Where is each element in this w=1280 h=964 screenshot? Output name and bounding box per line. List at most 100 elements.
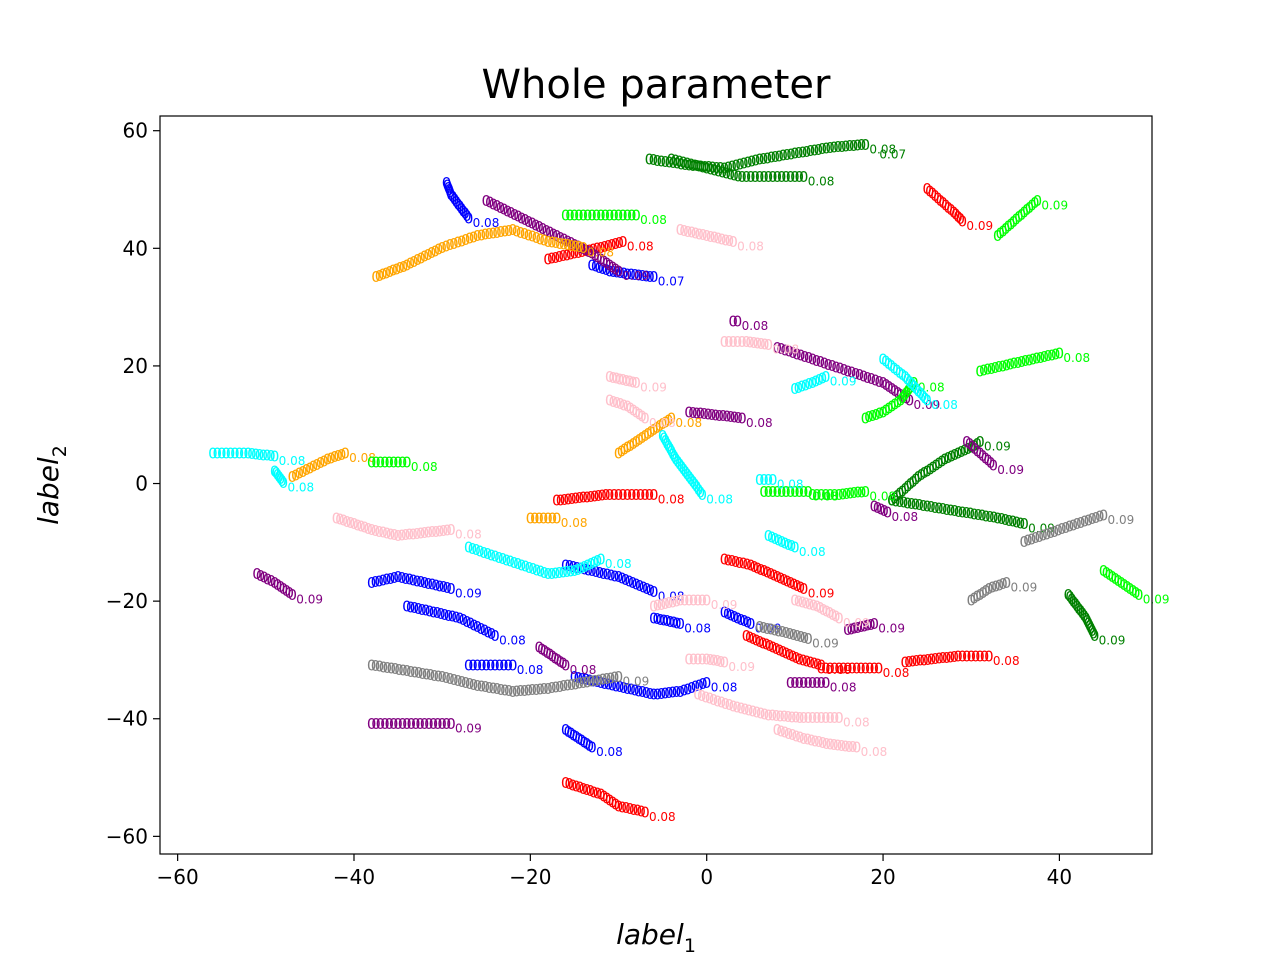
data-point: 0 [445,670,455,688]
data-point: 0 [881,353,891,371]
data-point: 0 [748,702,758,720]
data-point: 0 [570,245,580,263]
data-point: 0 [833,138,843,156]
data-point: 0 [1087,510,1097,528]
data-point: 0 [953,208,963,226]
data-point: 0 [259,446,269,464]
data-point: 0 [750,168,760,186]
data-point: 0 [559,677,569,695]
data-point: 0 [931,650,941,668]
data-point: 0 [270,574,280,592]
x-tick-label: −60 [157,865,199,889]
data-point: 0 [279,580,289,598]
data-point: 0 [911,471,921,489]
data-point: 0 [566,234,576,252]
data-point: 0 [1072,598,1082,616]
data-point: 0 [809,654,819,672]
data-point: 0 [905,392,915,410]
data-point: 0 [445,236,455,254]
data-point: 0 [803,630,813,648]
data-point: 0 [698,675,708,693]
point-value-label: 0.09 [1028,522,1055,536]
data-point: 0 [1016,514,1026,532]
data-point: 0 [481,192,491,210]
data-point: 0 [752,703,762,721]
data-point: 0 [380,715,390,733]
data-point: 0 [667,409,677,427]
data-point: 0 [590,553,600,571]
data-point: 0 [445,184,455,202]
x-axis-label: label1 [616,918,696,957]
data-point: 0 [605,792,615,810]
data-point: 0 [688,473,698,491]
data-point: 0 [490,548,500,566]
data-point: 0 [512,682,522,700]
data-point: 0 [452,193,462,211]
x-tick-label: 40 [1047,865,1072,889]
data-point: 0 [742,627,752,645]
data-point: 0 [915,652,925,670]
data-point: 0 [1046,524,1056,542]
data-point: 0 [1078,605,1088,623]
data-point: 0 [656,611,666,629]
data-point: 0 [790,539,800,557]
series-3: 0000000000000000000000000000000000000000… [252,192,1024,736]
data-point: 0 [806,142,816,160]
data-point: 0 [534,218,544,236]
data-point: 0 [690,476,700,494]
data-point: 0 [963,440,973,458]
data-point: 0 [698,158,708,176]
data-point: 0 [799,580,809,598]
data-point: 0 [863,617,873,635]
data-point: 0 [1081,609,1091,627]
data-point: 0 [621,372,631,390]
data-point: 0 [636,486,646,504]
data-point: 0 [516,682,526,700]
data-point: 0 [679,461,689,479]
data-point: 0 [837,737,847,755]
data-point: 0 [781,645,791,663]
data-point: 0 [986,454,996,472]
data-point: 0 [720,550,730,568]
data-point: 0 [691,678,701,696]
data-point: 0 [751,152,761,170]
data-point: 0 [814,141,824,159]
data-point: 0 [406,598,416,616]
data-point: 0 [571,777,581,795]
x-tick-label: 20 [870,865,895,889]
data-point: 0 [680,592,690,610]
data-point: 0 [1011,211,1021,229]
data-point: 0 [792,627,802,645]
point-cluster: 0000000000000000000000000000000000000000… [645,136,907,178]
data-point: 0 [1091,509,1101,527]
data-point: 0 [1102,564,1112,582]
data-point: 0 [930,499,940,517]
data-point: 0 [608,794,618,812]
data-point: 0 [818,370,828,388]
data-point: 0 [978,447,988,465]
data-point: 0 [420,715,430,733]
data-point: 0 [673,453,683,471]
data-point: 0 [432,604,442,622]
data-point: 0 [483,623,493,641]
data-point: 0 [1053,521,1063,539]
data-point: 0 [1023,532,1033,550]
data-point: 0 [239,445,249,463]
data-point: 0 [442,715,452,733]
data-point: 0 [382,524,392,542]
data-point: 0 [690,156,700,174]
data-point: 0 [423,246,433,264]
data-point: 0 [851,365,861,383]
data-point: 0 [776,570,786,588]
data-point: 0 [488,680,498,698]
data-point: 0 [323,451,333,469]
data-point: 0 [208,445,218,463]
data-point: 0 [725,232,735,250]
data-point: 0 [786,145,796,163]
data-point: 0 [817,659,827,677]
data-point: 0 [524,559,534,577]
